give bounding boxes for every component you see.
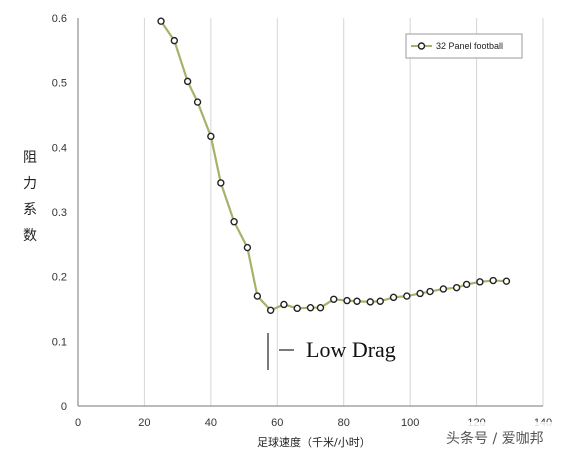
series-group	[157, 17, 511, 314]
data-point	[316, 304, 325, 312]
x-tick-label: 40	[205, 417, 217, 429]
y-tick-label: 0	[61, 401, 67, 413]
data-point	[439, 285, 448, 293]
data-point	[376, 297, 384, 305]
data-point	[452, 283, 461, 292]
data-point	[293, 304, 301, 313]
x-tick-label: 100	[401, 417, 419, 429]
y-tick-label: 0.3	[52, 207, 67, 219]
data-point	[193, 98, 202, 106]
data-point	[230, 217, 238, 226]
data-point	[353, 297, 361, 305]
y-axis-label-char: 阻	[23, 150, 37, 166]
data-point	[476, 278, 484, 286]
y-tick-label: 0.5	[52, 78, 67, 90]
watermark-backdrop	[440, 422, 575, 453]
y-axis-label-char: 力	[23, 176, 37, 192]
plot-area	[78, 18, 543, 406]
grid-lines	[143, 18, 544, 406]
data-point	[306, 304, 315, 312]
y-tick-label: 0.4	[52, 142, 67, 154]
x-tick-label: 80	[338, 417, 350, 429]
y-tick-label: 0.1	[52, 336, 67, 348]
y-tick-labels: 0 0.1 0.2 0.3 0.4 0.5 0.6	[52, 13, 67, 413]
legend-swatch-marker	[417, 42, 426, 50]
data-point	[366, 298, 374, 306]
data-point	[170, 36, 179, 45]
data-point	[389, 293, 398, 302]
data-point	[217, 179, 225, 187]
y-axis-label-char: 数	[23, 228, 37, 244]
watermark-text: 头条号 / 爱咖邦	[446, 430, 544, 447]
data-point	[280, 300, 288, 309]
data-point	[330, 295, 338, 303]
data-point	[157, 17, 165, 25]
y-axis-label-char: 系	[23, 202, 37, 218]
legend-label: 32 Panel football	[436, 41, 503, 51]
data-point	[416, 289, 424, 298]
low-drag-annotation: Low Drag	[267, 333, 396, 370]
legend: 32 Panel football	[405, 33, 523, 59]
data-point	[462, 280, 471, 289]
data-point	[207, 132, 215, 141]
data-point	[502, 277, 511, 285]
data-point	[253, 292, 262, 300]
x-tick-label: 0	[75, 417, 81, 429]
y-tick-label: 0.2	[52, 272, 67, 284]
x-tick-label: 60	[271, 417, 283, 429]
x-tick-label: 20	[138, 417, 150, 429]
x-axis-label: 足球速度（千米/小时）	[257, 435, 371, 449]
data-point	[183, 77, 192, 86]
data-point	[343, 296, 351, 305]
data-point	[403, 292, 411, 300]
data-point	[266, 306, 275, 314]
data-point	[426, 287, 434, 296]
data-point	[243, 243, 252, 252]
annotation-text: Low Drag	[306, 337, 396, 362]
data-point	[489, 276, 497, 285]
y-tick-label: 0.6	[52, 13, 67, 25]
